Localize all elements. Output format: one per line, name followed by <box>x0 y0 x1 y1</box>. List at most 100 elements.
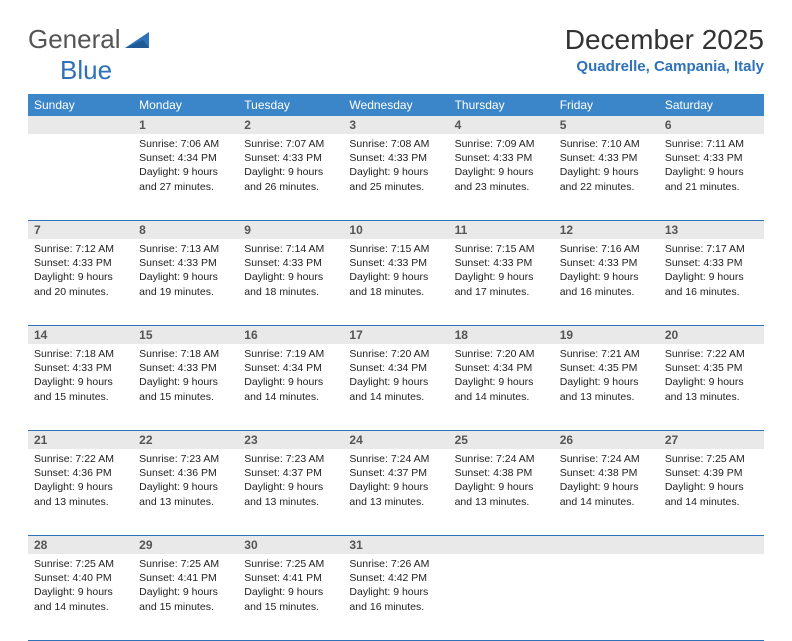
day-cell-content: Sunrise: 7:11 AMSunset: 4:33 PMDaylight:… <box>659 134 764 200</box>
day-cell-content: Sunrise: 7:10 AMSunset: 4:33 PMDaylight:… <box>554 134 659 200</box>
day-cell-content: Sunrise: 7:25 AMSunset: 4:39 PMDaylight:… <box>659 449 764 515</box>
day-cell: Sunrise: 7:25 AMSunset: 4:39 PMDaylight:… <box>659 449 764 536</box>
day-cell-content: Sunrise: 7:24 AMSunset: 4:37 PMDaylight:… <box>343 449 448 515</box>
day-cell: Sunrise: 7:07 AMSunset: 4:33 PMDaylight:… <box>238 134 343 221</box>
day-number: 25 <box>449 431 554 450</box>
day-number: 22 <box>133 431 238 450</box>
weekday-header: Saturday <box>659 94 764 116</box>
day-number <box>449 536 554 555</box>
day-cell-content: Sunrise: 7:21 AMSunset: 4:35 PMDaylight:… <box>554 344 659 410</box>
day-cell-content: Sunrise: 7:16 AMSunset: 4:33 PMDaylight:… <box>554 239 659 305</box>
day-number: 20 <box>659 326 764 345</box>
day-cell-content: Sunrise: 7:15 AMSunset: 4:33 PMDaylight:… <box>343 239 448 305</box>
day-cell: Sunrise: 7:25 AMSunset: 4:40 PMDaylight:… <box>28 554 133 641</box>
logo-text-2: Blue <box>60 55 112 85</box>
day-cell <box>28 134 133 221</box>
day-number: 11 <box>449 221 554 240</box>
day-number <box>659 536 764 555</box>
day-cell-content: Sunrise: 7:12 AMSunset: 4:33 PMDaylight:… <box>28 239 133 305</box>
calendar-body: 123456Sunrise: 7:06 AMSunset: 4:34 PMDay… <box>28 116 764 641</box>
day-cell-content: Sunrise: 7:06 AMSunset: 4:34 PMDaylight:… <box>133 134 238 200</box>
day-cell-content: Sunrise: 7:26 AMSunset: 4:42 PMDaylight:… <box>343 554 448 620</box>
day-cell-content: Sunrise: 7:20 AMSunset: 4:34 PMDaylight:… <box>449 344 554 410</box>
day-cell: Sunrise: 7:25 AMSunset: 4:41 PMDaylight:… <box>238 554 343 641</box>
day-cell: Sunrise: 7:24 AMSunset: 4:38 PMDaylight:… <box>449 449 554 536</box>
day-cell: Sunrise: 7:06 AMSunset: 4:34 PMDaylight:… <box>133 134 238 221</box>
day-cell: Sunrise: 7:23 AMSunset: 4:36 PMDaylight:… <box>133 449 238 536</box>
week-content-row: Sunrise: 7:18 AMSunset: 4:33 PMDaylight:… <box>28 344 764 431</box>
day-cell-content: Sunrise: 7:17 AMSunset: 4:33 PMDaylight:… <box>659 239 764 305</box>
week-content-row: Sunrise: 7:25 AMSunset: 4:40 PMDaylight:… <box>28 554 764 641</box>
day-cell-content: Sunrise: 7:18 AMSunset: 4:33 PMDaylight:… <box>133 344 238 410</box>
day-cell-content: Sunrise: 7:23 AMSunset: 4:37 PMDaylight:… <box>238 449 343 515</box>
week-content-row: Sunrise: 7:12 AMSunset: 4:33 PMDaylight:… <box>28 239 764 326</box>
logo: General <box>28 24 151 55</box>
day-number-row: 21222324252627 <box>28 431 764 450</box>
day-number: 10 <box>343 221 448 240</box>
day-cell: Sunrise: 7:09 AMSunset: 4:33 PMDaylight:… <box>449 134 554 221</box>
day-number: 30 <box>238 536 343 555</box>
day-number: 29 <box>133 536 238 555</box>
logo-triangle-icon <box>125 30 151 50</box>
day-cell-content: Sunrise: 7:23 AMSunset: 4:36 PMDaylight:… <box>133 449 238 515</box>
day-number: 13 <box>659 221 764 240</box>
day-cell-content: Sunrise: 7:15 AMSunset: 4:33 PMDaylight:… <box>449 239 554 305</box>
weekday-header: Wednesday <box>343 94 448 116</box>
day-cell <box>554 554 659 641</box>
title-block: December 2025 Quadrelle, Campania, Italy <box>565 24 764 75</box>
day-cell: Sunrise: 7:18 AMSunset: 4:33 PMDaylight:… <box>133 344 238 431</box>
day-number: 28 <box>28 536 133 555</box>
day-number: 7 <box>28 221 133 240</box>
day-cell-content: Sunrise: 7:24 AMSunset: 4:38 PMDaylight:… <box>554 449 659 515</box>
day-cell: Sunrise: 7:16 AMSunset: 4:33 PMDaylight:… <box>554 239 659 326</box>
calendar-table: SundayMondayTuesdayWednesdayThursdayFrid… <box>28 94 764 641</box>
day-number: 14 <box>28 326 133 345</box>
day-cell: Sunrise: 7:24 AMSunset: 4:37 PMDaylight:… <box>343 449 448 536</box>
day-number: 18 <box>449 326 554 345</box>
day-cell-content: Sunrise: 7:14 AMSunset: 4:33 PMDaylight:… <box>238 239 343 305</box>
day-cell: Sunrise: 7:24 AMSunset: 4:38 PMDaylight:… <box>554 449 659 536</box>
month-title: December 2025 <box>565 24 764 56</box>
day-number: 6 <box>659 116 764 134</box>
day-cell: Sunrise: 7:20 AMSunset: 4:34 PMDaylight:… <box>343 344 448 431</box>
day-cell <box>449 554 554 641</box>
day-cell <box>659 554 764 641</box>
day-number: 19 <box>554 326 659 345</box>
weekday-header: Friday <box>554 94 659 116</box>
day-number: 12 <box>554 221 659 240</box>
day-number <box>28 116 133 134</box>
day-cell-content: Sunrise: 7:24 AMSunset: 4:38 PMDaylight:… <box>449 449 554 515</box>
day-cell: Sunrise: 7:25 AMSunset: 4:41 PMDaylight:… <box>133 554 238 641</box>
day-cell: Sunrise: 7:20 AMSunset: 4:34 PMDaylight:… <box>449 344 554 431</box>
weekday-header: Monday <box>133 94 238 116</box>
day-number: 15 <box>133 326 238 345</box>
day-number: 4 <box>449 116 554 134</box>
day-number: 1 <box>133 116 238 134</box>
day-cell-content: Sunrise: 7:18 AMSunset: 4:33 PMDaylight:… <box>28 344 133 410</box>
day-number-row: 28293031 <box>28 536 764 555</box>
day-number: 8 <box>133 221 238 240</box>
day-cell: Sunrise: 7:21 AMSunset: 4:35 PMDaylight:… <box>554 344 659 431</box>
weekday-header: Thursday <box>449 94 554 116</box>
day-cell-content: Sunrise: 7:25 AMSunset: 4:40 PMDaylight:… <box>28 554 133 620</box>
day-number: 21 <box>28 431 133 450</box>
day-cell-content: Sunrise: 7:25 AMSunset: 4:41 PMDaylight:… <box>238 554 343 620</box>
day-cell: Sunrise: 7:10 AMSunset: 4:33 PMDaylight:… <box>554 134 659 221</box>
day-cell: Sunrise: 7:15 AMSunset: 4:33 PMDaylight:… <box>343 239 448 326</box>
weekday-header: Tuesday <box>238 94 343 116</box>
day-cell-content: Sunrise: 7:22 AMSunset: 4:35 PMDaylight:… <box>659 344 764 410</box>
day-cell: Sunrise: 7:14 AMSunset: 4:33 PMDaylight:… <box>238 239 343 326</box>
weekday-header: Sunday <box>28 94 133 116</box>
day-cell-content: Sunrise: 7:19 AMSunset: 4:34 PMDaylight:… <box>238 344 343 410</box>
day-number: 31 <box>343 536 448 555</box>
day-number: 9 <box>238 221 343 240</box>
day-number: 26 <box>554 431 659 450</box>
week-content-row: Sunrise: 7:06 AMSunset: 4:34 PMDaylight:… <box>28 134 764 221</box>
day-cell-content: Sunrise: 7:25 AMSunset: 4:41 PMDaylight:… <box>133 554 238 620</box>
day-cell-content: Sunrise: 7:07 AMSunset: 4:33 PMDaylight:… <box>238 134 343 200</box>
day-number-row: 123456 <box>28 116 764 134</box>
day-cell-content: Sunrise: 7:09 AMSunset: 4:33 PMDaylight:… <box>449 134 554 200</box>
day-cell: Sunrise: 7:17 AMSunset: 4:33 PMDaylight:… <box>659 239 764 326</box>
day-cell: Sunrise: 7:15 AMSunset: 4:33 PMDaylight:… <box>449 239 554 326</box>
day-number: 5 <box>554 116 659 134</box>
